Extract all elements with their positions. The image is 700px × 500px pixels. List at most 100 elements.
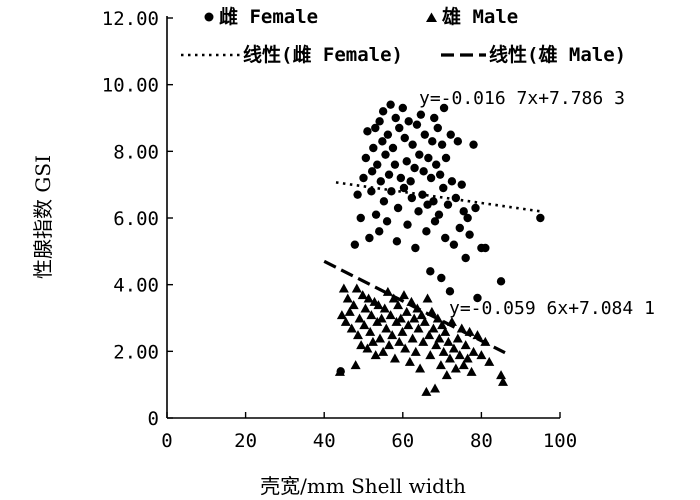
female-point xyxy=(356,213,365,223)
female-point xyxy=(402,157,411,166)
male-point xyxy=(395,313,406,323)
male-point xyxy=(389,353,400,363)
y-tick-label-4: 8.00 xyxy=(113,141,159,163)
female-point xyxy=(410,163,419,173)
x-tick-label-1: 20 xyxy=(234,430,257,452)
male-point xyxy=(354,313,365,323)
female-point xyxy=(387,187,396,196)
male-point xyxy=(432,313,443,323)
male-point xyxy=(496,370,507,380)
male-point xyxy=(430,383,441,393)
female-point xyxy=(437,273,446,283)
female-point xyxy=(496,277,506,286)
female-point xyxy=(403,220,412,229)
female-point xyxy=(367,187,376,196)
male-point xyxy=(381,323,392,333)
female-point xyxy=(388,143,398,153)
male-trend-equation: y=-0.059 6x+7.084 1 xyxy=(449,298,655,319)
female-point xyxy=(367,167,377,176)
female-point xyxy=(469,140,478,149)
female-point xyxy=(371,210,381,219)
female-point xyxy=(439,103,449,113)
female-point xyxy=(390,160,400,169)
male-point xyxy=(365,326,376,336)
male-point xyxy=(410,346,421,356)
female-point xyxy=(386,100,395,109)
female-point xyxy=(363,127,372,136)
female-point xyxy=(392,237,402,246)
male-point xyxy=(452,333,463,343)
female-trendline xyxy=(335,181,541,213)
male-point xyxy=(416,310,427,320)
male-point xyxy=(464,326,475,336)
female-point xyxy=(379,197,389,206)
y-tick-label-1: 2.00 xyxy=(113,341,159,363)
female-point xyxy=(353,190,362,199)
male-point xyxy=(393,300,404,310)
x-tick-label-4: 80 xyxy=(470,430,493,452)
male-point xyxy=(370,350,381,360)
female-point xyxy=(412,120,422,129)
x-tick-label-3: 60 xyxy=(391,430,414,452)
female-point xyxy=(461,253,470,263)
y-tick-label-0: 0 xyxy=(148,408,159,430)
legend: 雌 Female 雄 Male 线性(雌 Female) 线性(雄 Male) xyxy=(181,5,626,66)
axis-ticks xyxy=(166,17,561,419)
male-point xyxy=(498,376,509,386)
male-point xyxy=(359,320,370,330)
male-point xyxy=(385,310,396,320)
female-point xyxy=(481,243,490,253)
female-point xyxy=(439,183,448,193)
male-point xyxy=(388,293,399,303)
female-point xyxy=(426,267,435,276)
legend-female-label: 雌 Female xyxy=(219,5,318,28)
female-point xyxy=(375,227,384,236)
male-point xyxy=(466,366,477,376)
male-point xyxy=(360,303,371,313)
female-point xyxy=(457,180,466,189)
female-point xyxy=(398,103,407,113)
female-point xyxy=(404,117,413,126)
male-point xyxy=(400,343,411,353)
male-point xyxy=(376,313,387,323)
female-point xyxy=(471,203,480,213)
female-point xyxy=(435,170,445,179)
female-point xyxy=(455,223,464,233)
male-point xyxy=(458,360,469,370)
female-point xyxy=(359,173,368,183)
female-point xyxy=(422,227,431,236)
female-point xyxy=(416,110,426,119)
female-point xyxy=(447,177,457,186)
female-point xyxy=(434,210,444,219)
female-point xyxy=(406,177,415,186)
female-point xyxy=(419,167,428,176)
male-point xyxy=(352,330,363,340)
female-point xyxy=(407,193,417,203)
female-point xyxy=(415,150,424,159)
male-point xyxy=(425,350,436,360)
female-point xyxy=(441,233,450,243)
female-point xyxy=(361,153,371,163)
female-point xyxy=(396,173,406,183)
female-point xyxy=(459,207,468,216)
x-tick-label-0: 0 xyxy=(161,430,172,452)
male-point xyxy=(421,386,432,396)
male-point xyxy=(462,353,473,363)
male-point xyxy=(356,340,367,350)
legend-male-label: 雄 Male xyxy=(441,5,518,28)
male-point xyxy=(426,306,437,316)
female-point xyxy=(426,173,436,183)
female-point xyxy=(443,200,453,209)
male-point xyxy=(346,323,357,333)
male-point xyxy=(454,350,465,360)
female-point xyxy=(408,140,417,149)
female-point xyxy=(449,240,459,249)
male-point xyxy=(441,370,452,380)
female-point xyxy=(536,213,545,223)
male-point xyxy=(409,313,420,323)
male-point xyxy=(384,340,395,350)
male-point xyxy=(448,343,459,353)
female-point xyxy=(376,177,385,186)
female-point xyxy=(399,183,409,193)
female-point xyxy=(378,107,388,116)
